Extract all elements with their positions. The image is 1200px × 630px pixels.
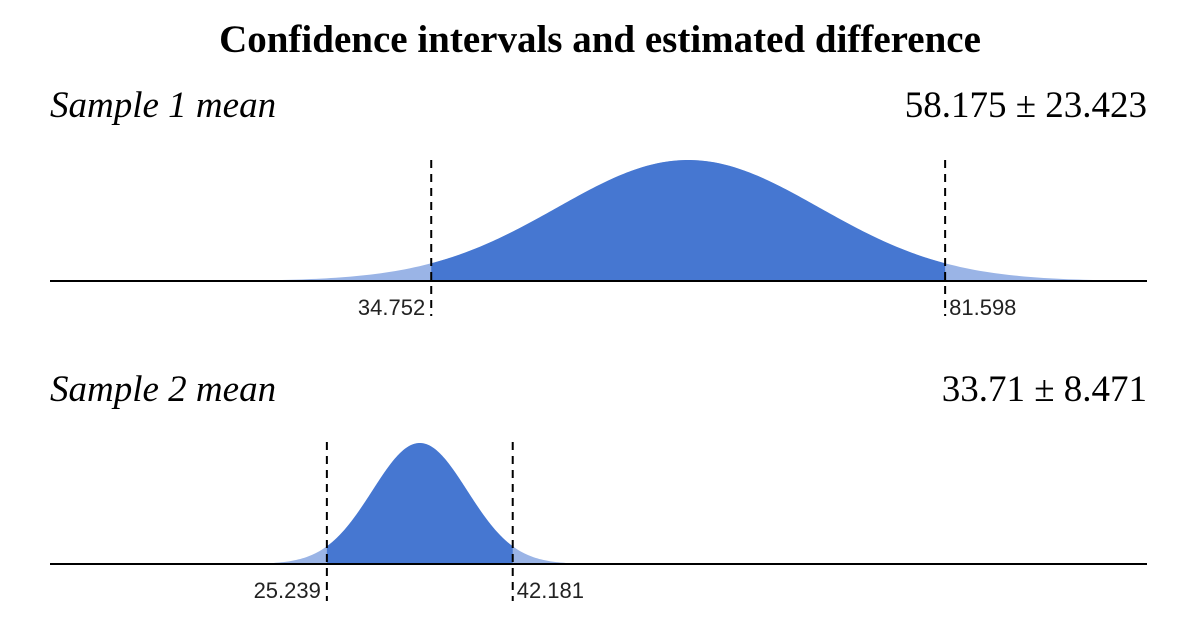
panel-1-label: Sample 1 mean xyxy=(50,85,276,126)
panel-1-confidence-area xyxy=(431,160,946,281)
panel-sample-2: Sample 2 mean 33.71 ± 8.471 25.239 42.18… xyxy=(50,369,1147,603)
panel-1-upper-bound-label: 81.598 xyxy=(949,295,1016,320)
panel-2-lower-bound-label: 25.239 xyxy=(254,578,321,603)
panel-1-value: 58.175 ± 23.423 xyxy=(905,85,1147,126)
chart-title: Confidence intervals and estimated diffe… xyxy=(219,18,981,61)
panel-2-label: Sample 2 mean xyxy=(50,369,276,410)
panel-1-lower-bound-label: 34.752 xyxy=(358,295,425,320)
panel-sample-1: Sample 1 mean 58.175 ± 23.423 34.752 81.… xyxy=(50,85,1148,320)
panel-2-value: 33.71 ± 8.471 xyxy=(942,369,1147,410)
panel-2-upper-bound-label: 42.181 xyxy=(517,578,584,603)
panel-2-confidence-area xyxy=(326,443,513,564)
